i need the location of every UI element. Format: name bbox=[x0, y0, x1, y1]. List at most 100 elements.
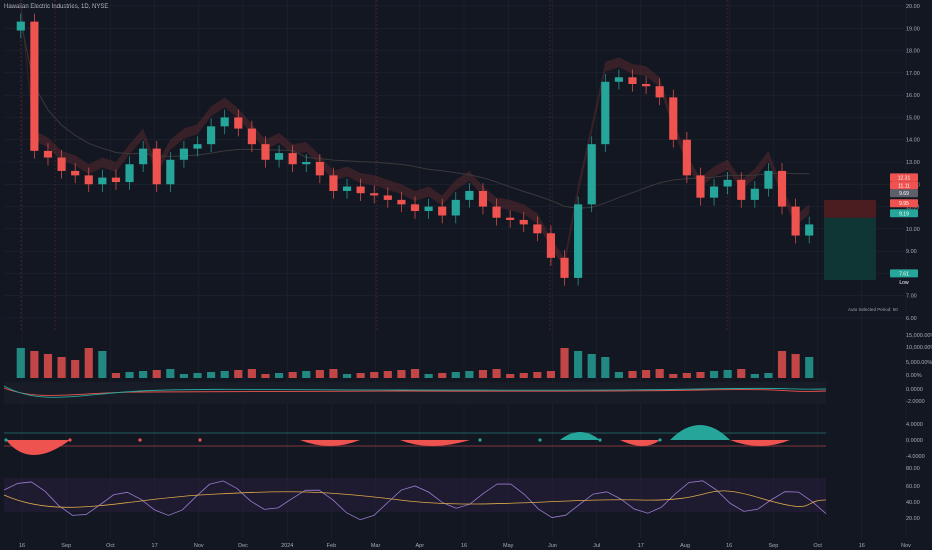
volume-bar bbox=[547, 371, 555, 378]
price-badge-label: 9.69 bbox=[899, 191, 909, 197]
candle-body bbox=[696, 175, 704, 197]
osc2-signal-dot bbox=[598, 438, 601, 441]
oscillator-1: 0.0000 -2.0000 bbox=[4, 382, 925, 405]
osc3-tick-label: 80.00 bbox=[906, 466, 920, 472]
osc2-tick-label: 0.0000 bbox=[906, 438, 923, 444]
volume-bar bbox=[452, 372, 460, 378]
candle-body bbox=[329, 175, 337, 191]
volume-bar bbox=[615, 372, 623, 378]
candle-body bbox=[669, 97, 677, 139]
candle-body bbox=[710, 187, 718, 198]
candle-body bbox=[805, 224, 813, 235]
candle-body bbox=[57, 158, 65, 171]
volume-bar bbox=[329, 369, 337, 378]
candle-body bbox=[85, 175, 93, 184]
candle-body bbox=[289, 153, 297, 164]
volume-tick-label: 5,000.00% bbox=[906, 360, 932, 366]
volume-bar bbox=[601, 357, 609, 378]
osc2-signal-dot bbox=[478, 438, 481, 441]
volume-bar bbox=[112, 373, 120, 378]
candle-body bbox=[357, 187, 365, 194]
price-tick-label: 14.00 bbox=[906, 138, 920, 144]
price-badge-label: 9.19 bbox=[899, 211, 909, 217]
price-tick-label: 6.00 bbox=[906, 316, 917, 322]
candle-body bbox=[234, 117, 242, 128]
candle-body bbox=[71, 171, 79, 175]
candle-body bbox=[166, 160, 174, 185]
volume-bar bbox=[125, 372, 133, 378]
ichimoku-cloud bbox=[21, 2, 809, 268]
osc2-negative-area bbox=[300, 440, 790, 446]
osc2-negative-area bbox=[6, 440, 70, 455]
time-tick-label: Sep bbox=[769, 543, 779, 549]
price-tick-label: 19.00 bbox=[906, 26, 920, 32]
volume-bar bbox=[628, 371, 636, 378]
volume-bar bbox=[764, 373, 772, 378]
candle-body bbox=[601, 82, 609, 144]
candle-body bbox=[261, 144, 269, 160]
candle-body bbox=[588, 144, 596, 204]
volume-bar bbox=[560, 348, 568, 378]
cloud-band bbox=[21, 2, 809, 268]
candle-body bbox=[397, 200, 405, 204]
price-tick-label: 9.00 bbox=[906, 249, 917, 255]
price-candles bbox=[17, 14, 876, 286]
candle-body bbox=[425, 207, 433, 211]
time-tick-label: Aug bbox=[680, 543, 690, 549]
position-box-loss bbox=[824, 200, 876, 218]
time-tick-label: 2024 bbox=[281, 543, 293, 549]
volume-bar bbox=[71, 360, 79, 378]
candle-body bbox=[792, 207, 800, 236]
volume-bar bbox=[506, 374, 514, 378]
time-tick-label: Nov bbox=[901, 543, 911, 549]
candle-body bbox=[737, 180, 745, 200]
osc2-tick-label: -4.0000 bbox=[906, 454, 925, 460]
volume-bar bbox=[710, 371, 718, 378]
candle-body bbox=[492, 207, 500, 218]
candle-body bbox=[139, 149, 147, 165]
osc1-tick-label: 0.0000 bbox=[906, 387, 923, 393]
candle-body bbox=[411, 204, 419, 211]
candle-body bbox=[656, 86, 664, 97]
candle-body bbox=[207, 126, 215, 144]
grid-lines bbox=[4, 0, 906, 538]
price-tick-label: 10.00 bbox=[906, 227, 920, 233]
volume-bar bbox=[669, 374, 677, 378]
candle-body bbox=[302, 162, 310, 164]
candle-body bbox=[275, 153, 283, 160]
candle-body bbox=[615, 77, 623, 81]
candle-body bbox=[125, 164, 133, 182]
volume-bar bbox=[357, 373, 365, 378]
volume-bar bbox=[85, 348, 93, 378]
osc2-signal-dot bbox=[538, 438, 541, 441]
time-tick-label: Oct bbox=[813, 543, 822, 549]
price-badge-label: 11.11 bbox=[898, 183, 910, 189]
volume-bar bbox=[724, 370, 732, 378]
time-tick-label: Nov bbox=[194, 543, 204, 549]
volume-bar bbox=[234, 370, 242, 378]
time-tick-label: 17 bbox=[638, 543, 644, 549]
volume-bar bbox=[207, 372, 215, 378]
price-tick-label: 20.00 bbox=[906, 4, 920, 10]
osc3-tick-label: 60.00 bbox=[906, 484, 920, 490]
time-tick-label: Feb bbox=[327, 543, 336, 549]
candle-body bbox=[533, 224, 541, 233]
volume-bar bbox=[792, 354, 800, 378]
volume-bar bbox=[751, 374, 759, 378]
volume-bar bbox=[411, 369, 419, 378]
volume-bar bbox=[57, 357, 65, 378]
osc3-band bbox=[4, 478, 826, 512]
volume-bar bbox=[465, 371, 473, 378]
osc2-signal-dot bbox=[68, 438, 71, 441]
price-badge-label: Low bbox=[899, 280, 909, 286]
candle-body bbox=[506, 218, 514, 220]
candle-body bbox=[17, 22, 25, 31]
volume-bar bbox=[98, 351, 106, 378]
time-tick-label: May bbox=[503, 543, 514, 549]
time-tick-label: Dec bbox=[238, 543, 248, 549]
osc1-tick-label: -2.0000 bbox=[906, 399, 925, 405]
volume-bar bbox=[316, 370, 324, 378]
osc2-signal-dot bbox=[138, 438, 141, 441]
candle-body bbox=[465, 191, 473, 200]
